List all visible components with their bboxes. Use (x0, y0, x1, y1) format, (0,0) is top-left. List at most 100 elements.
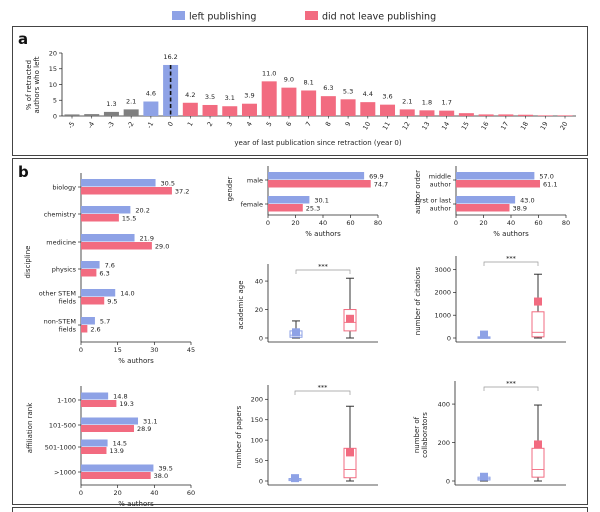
bar-left (81, 261, 100, 269)
bar-left (456, 172, 535, 180)
bar-value-label: 14.8 (113, 393, 127, 401)
bar-value-label: 30.5 (161, 179, 175, 187)
category-label: 101-500 (49, 422, 76, 430)
bar-value-label: 31.1 (143, 418, 157, 426)
bar-value-label: 4.4 (363, 90, 373, 98)
bar-stayed (81, 269, 97, 277)
bar-value-label: 61.1 (543, 180, 557, 188)
x-tick-label: 17 (499, 120, 510, 131)
panel-b-label: b (18, 163, 29, 181)
bar-value-label: 57.0 (539, 172, 553, 180)
bar-value-label: 38.9 (512, 204, 526, 212)
bar-value-label: 19.3 (119, 400, 133, 408)
bar-stayed (81, 297, 105, 305)
category-label: non-STEM fields (44, 318, 77, 334)
category-label-line: author (430, 205, 452, 213)
bar-value-label: 29.0 (155, 242, 169, 250)
chart-citations: 0 1000 2000 3000 number of citations *** (414, 255, 566, 343)
bar (163, 64, 179, 116)
significance-label: *** (506, 255, 517, 263)
bar-left (456, 196, 516, 204)
category-label-line: >1000 (54, 469, 76, 477)
bar-value-label: 13.9 (109, 447, 123, 455)
x-tick-label: 40 (507, 219, 515, 227)
mean-marker (480, 472, 488, 481)
chart-gender: 0 20 40 60 80 % authors gender male 69.974.7 fema… (226, 166, 388, 238)
x-axis-label: % authors (305, 230, 341, 238)
bar-left (81, 439, 108, 447)
bar (202, 104, 218, 116)
y-tick-label: 200 (251, 396, 263, 404)
bar-value-label: 20.2 (135, 206, 149, 214)
bar-value-label: 5.7 (100, 317, 110, 325)
y-axis-label: academic age (237, 280, 245, 329)
y-tick-label: 20 (49, 49, 57, 57)
bar (399, 109, 415, 116)
x-tick-label: -4 (86, 120, 96, 130)
y-tick-label: 2000 (434, 289, 451, 297)
y-axis-label: author order (414, 170, 422, 214)
x-tick-label: 18 (519, 120, 530, 131)
category-label: chemistry (44, 211, 76, 219)
category-label-line: chemistry (44, 211, 76, 219)
bar (380, 104, 396, 116)
bar (261, 81, 277, 116)
y-tick-label: 5 (53, 97, 57, 105)
bar-value-label: 3.6 (382, 93, 392, 101)
category-label-line: first or last (416, 197, 452, 205)
significance-label: *** (318, 263, 329, 271)
bar (518, 114, 534, 116)
bar-value-label: 38.0 (154, 472, 168, 480)
category-label-line: physics (52, 266, 77, 274)
bar-value-label: 2.6 (90, 325, 100, 333)
bar-value-label: 69.9 (369, 172, 383, 180)
bar (241, 103, 257, 116)
bar-left (81, 464, 154, 472)
bar-stayed (81, 242, 152, 250)
mean-marker (292, 328, 300, 337)
bar (143, 101, 159, 116)
bar-value-label: 11.0 (262, 69, 276, 77)
bar (182, 102, 198, 116)
mean-marker (534, 440, 542, 449)
bar-value-label: 14.5 (113, 440, 127, 448)
x-tick-label: 60 (187, 489, 195, 497)
mean-marker (480, 330, 488, 339)
bar-value-label: 3.9 (244, 92, 254, 100)
bar-value-label: 3.1 (225, 94, 235, 102)
bar-stayed (456, 204, 510, 212)
bar-value-label: 43.0 (520, 196, 534, 204)
category-label-line: biology (52, 184, 76, 192)
bar (498, 114, 514, 116)
x-tick-label: 5 (265, 120, 274, 128)
bar-left (81, 289, 116, 297)
significance-bracket (294, 390, 351, 395)
x-tick-label: 45 (187, 346, 195, 354)
x-axis-label: % authors (118, 500, 154, 508)
bar-value-label: 28.9 (137, 425, 151, 433)
category-label-line: 501-1000 (45, 444, 76, 452)
y-axis-label: number of citations (414, 266, 422, 335)
bar (458, 113, 474, 116)
bar-value-label: 14.0 (120, 289, 134, 297)
chart-collaborators: 0 200 400 number of collaborators *** (413, 380, 566, 486)
y-axis-label: authors who left (33, 56, 41, 113)
bar (340, 99, 356, 116)
bar-value-label: 1.7 (442, 99, 452, 107)
bar (84, 114, 100, 116)
category-label-line: fields (59, 326, 77, 334)
bar-left (81, 206, 131, 214)
category-label-line: non-STEM (44, 318, 76, 326)
y-tick-label: 0 (447, 334, 451, 342)
box (531, 447, 545, 478)
y-tick-label: 3000 (434, 266, 451, 274)
bar-value-label: 2.1 (126, 97, 136, 105)
y-tick-label: 150 (251, 416, 263, 424)
x-tick-label: 16 (480, 120, 491, 131)
bar-value-label: 30.1 (314, 196, 328, 204)
category-label: physics (52, 266, 77, 274)
category-label-line: male (247, 177, 263, 185)
chart-a: 0 5 10 15 20 -5 -4 1.3 -3 2.1 -2 4.6 -1 16.2 0 4.2 1 3.5 2… (25, 49, 576, 147)
y-axis-label: gender (226, 176, 234, 201)
x-tick-label: 20 (291, 219, 299, 227)
